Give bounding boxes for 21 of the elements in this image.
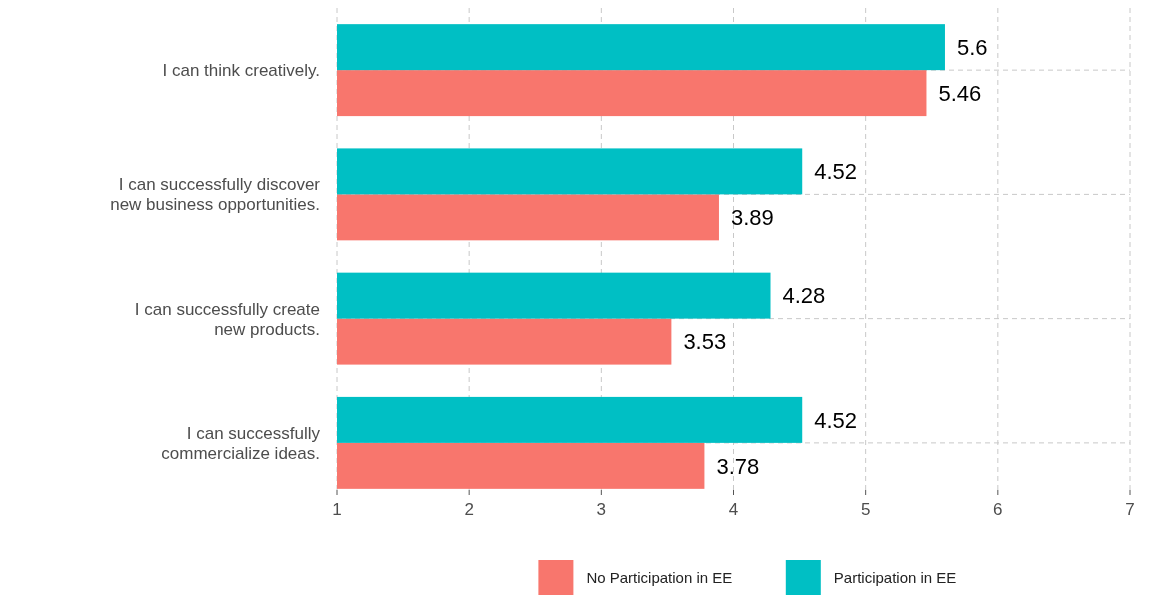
y-tick-label: I can successfully discover new business opportunities. — [110, 175, 321, 215]
x-tick-label: 4 — [728, 500, 739, 519]
x-tick-label: 3 — [596, 500, 607, 519]
legend-label: No Participation in EE — [586, 569, 733, 587]
data-label: 5.46 — [938, 80, 982, 106]
data-label: 3.53 — [683, 329, 727, 355]
y-tick-label: I can think creatively. — [162, 61, 320, 81]
x-tick-label: 6 — [993, 500, 1003, 519]
data-label: 5.6 — [956, 34, 988, 60]
data-label: 4.28 — [782, 283, 826, 309]
data-label: 4.52 — [814, 159, 858, 185]
x-tick-label: 5 — [860, 500, 871, 519]
data-label: 3.89 — [730, 205, 774, 231]
x-tick-label: 2 — [464, 500, 474, 519]
y-tick-label: I can successfully create new products. — [134, 299, 320, 339]
data-label: 3.78 — [716, 453, 760, 479]
x-tick-label: 7 — [1125, 500, 1135, 519]
legend-label: Participation in EE — [833, 569, 957, 587]
y-tick-label: I can successfully commercialize ideas. — [161, 423, 321, 463]
data-label: 4.52 — [814, 407, 858, 433]
x-tick-label: 1 — [332, 500, 342, 519]
